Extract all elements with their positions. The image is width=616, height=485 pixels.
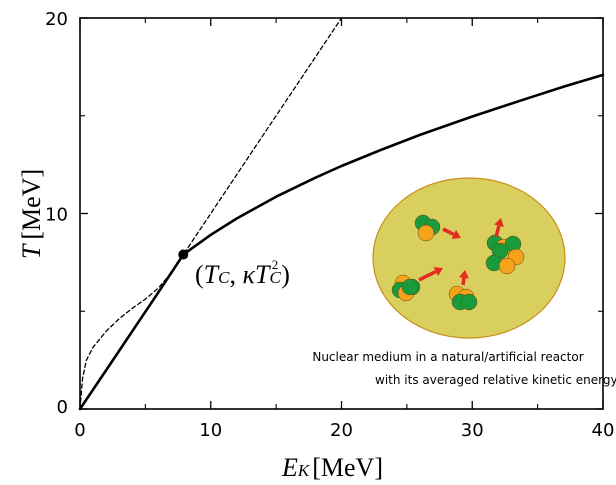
reactor-medium — [372, 177, 566, 339]
velocity-arrow-head — [458, 270, 469, 279]
nuclei-layer — [391, 214, 525, 311]
inset-caption-line1: Nuclear medium in a natural/artificial r… — [312, 350, 583, 364]
y-tick-label: 20 — [45, 9, 68, 30]
arrows-layer — [418, 218, 504, 286]
x-tick-label: 10 — [199, 420, 222, 441]
solid-curve — [78, 73, 605, 411]
reactor-illustration — [372, 177, 566, 339]
neutron-ball — [401, 278, 419, 296]
proton-ball — [417, 224, 435, 242]
velocity-arrow-shaft — [461, 277, 466, 286]
velocity-arrow-shaft — [418, 270, 437, 282]
y-tick-label: 10 — [45, 205, 68, 226]
neutron-ball — [460, 293, 478, 311]
dashed-curve — [79, 17, 343, 410]
proton-ball — [498, 257, 516, 275]
y-axis-label: T[MeV] — [17, 169, 46, 259]
x-tick-label: 20 — [330, 420, 353, 441]
y-tick-label: 0 — [57, 397, 68, 418]
critical-point — [178, 249, 189, 260]
series-layer — [78, 17, 605, 411]
velocity-arrow-head — [433, 267, 443, 277]
axis-ticks — [79, 17, 604, 410]
velocity-arrow-head — [494, 218, 504, 228]
x-tick-label: 40 — [592, 420, 615, 441]
critical-point-label: (TC, κTC2) — [195, 257, 290, 289]
x-tick-label: 30 — [461, 420, 484, 441]
x-tick-label: 0 — [74, 420, 85, 441]
velocity-arrow-shaft — [442, 227, 455, 236]
inset-caption-line2: with its averaged relative kinetic energ… — [375, 372, 616, 388]
x-axis-label: EK [MeV] — [281, 453, 383, 482]
velocity-arrow-shaft — [494, 225, 501, 238]
tick-labels: 0 10 20 30 40 0 10 20 — [45, 9, 614, 441]
velocity-arrow-head — [451, 229, 461, 239]
